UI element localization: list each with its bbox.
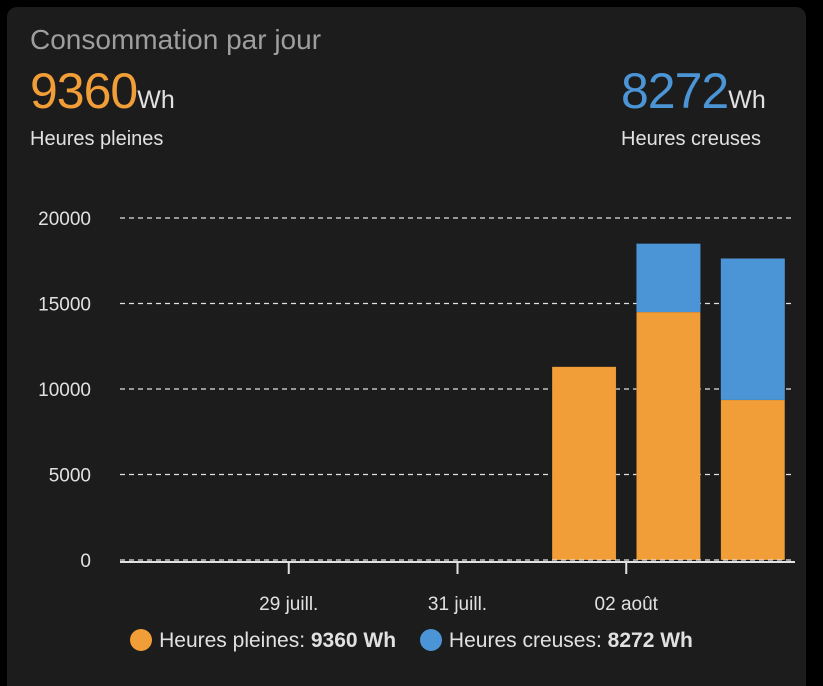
- legend-value-peak: 9360 Wh: [310, 629, 397, 652]
- offpeak-stat-unit: Wh: [728, 86, 766, 114]
- y-tick-label: 10000: [38, 380, 91, 401]
- x-tick-label: 31 juill.: [428, 594, 487, 615]
- legend-item-peak[interactable]: Heures pleines: 9360 Wh: [130, 629, 396, 653]
- peak-stat-value: 9360: [30, 63, 138, 119]
- offpeak-stat[interactable]: 8272Wh: [621, 62, 766, 120]
- bar-offpeak: [720, 258, 785, 400]
- legend-label-offpeak: Heures creuses:: [448, 629, 602, 652]
- card-title: Consommation par jour: [30, 24, 322, 55]
- y-tick-label: 0: [80, 551, 91, 572]
- peak-stat[interactable]: 9360Wh: [30, 62, 175, 120]
- y-tick-label: 20000: [38, 209, 91, 230]
- legend-dot-peak: [130, 629, 153, 651]
- chart-legend: Heures pleines: 9360 Wh Heures creuses: …: [0, 629, 823, 653]
- bar-peak: [551, 366, 617, 561]
- legend-label-peak: Heures pleines:: [159, 629, 306, 652]
- legend-item-offpeak[interactable]: Heures creuses: 8272 Wh: [419, 629, 693, 653]
- y-tick-label: 15000: [38, 295, 91, 316]
- bar-offpeak: [636, 243, 701, 313]
- offpeak-stat-value: 8272: [621, 63, 729, 119]
- y-tick-label: 5000: [49, 466, 91, 487]
- peak-stat-label: Heures pleines: [30, 128, 164, 150]
- offpeak-stat-label: Heures creuses: [621, 128, 762, 150]
- legend-dot-offpeak: [419, 629, 442, 651]
- bar-peak: [720, 399, 786, 561]
- peak-stat-unit: Wh: [137, 86, 175, 114]
- x-tick-label: 29 juill.: [259, 594, 318, 615]
- legend-value-offpeak: 8272 Wh: [607, 629, 693, 652]
- bar-peak: [636, 311, 701, 561]
- x-tick-label: 02 août: [595, 594, 659, 615]
